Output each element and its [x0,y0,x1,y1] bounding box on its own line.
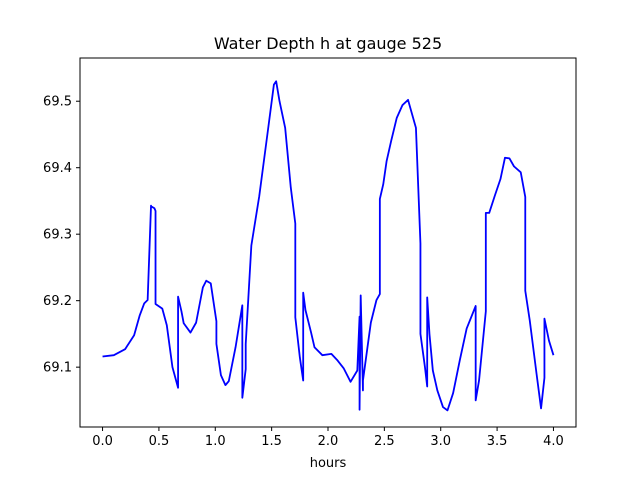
x-tick-label: 1.0 [205,434,226,449]
x-tick-label: 0.0 [92,434,113,449]
y-tick-label: 69.1 [43,361,72,376]
x-tick-label: 1.5 [261,434,282,449]
x-tick-label: 4.0 [543,434,564,449]
series-line-0 [102,80,555,412]
y-tick-label: 69.5 [43,95,72,110]
y-axis: 69.1 69.2 69.3 69.4 69.5 [43,95,80,376]
series-group [102,80,555,412]
x-tick-label: 2.5 [374,434,395,449]
x-tick-label: 3.5 [487,434,508,449]
plot-area [79,57,577,428]
x-tick-label: 0.5 [149,434,170,449]
chart-title: Water Depth h at gauge 525 [214,34,442,53]
plot-background [80,58,576,427]
x-axis: 0.0 0.5 1.0 1.5 2.0 2.5 3.0 3.5 4.0 [92,427,564,449]
y-tick-label: 69.2 [43,294,72,309]
x-tick-label: 3.0 [430,434,451,449]
y-tick-label: 69.3 [43,228,72,243]
x-tick-label: 2.0 [318,434,339,449]
x-axis-label: hours [310,456,347,471]
y-tick-label: 69.4 [43,161,72,176]
